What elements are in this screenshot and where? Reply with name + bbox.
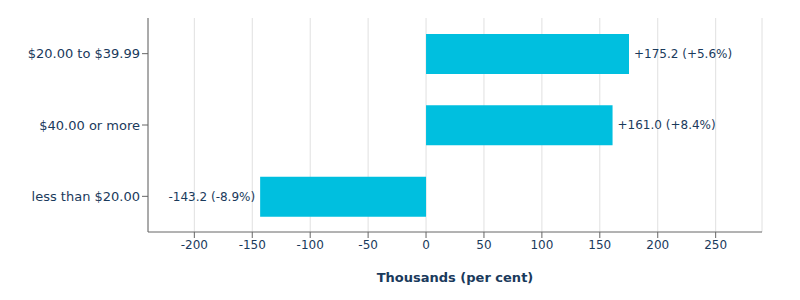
- svg-text:-100: -100: [297, 238, 324, 252]
- svg-text:-50: -50: [358, 238, 378, 252]
- svg-text:+161.0 (+8.4%): +161.0 (+8.4%): [618, 118, 716, 132]
- svg-text:$40.00 or more: $40.00 or more: [39, 118, 140, 133]
- svg-text:-143.2 (-8.9%): -143.2 (-8.9%): [168, 190, 255, 204]
- svg-text:250: 250: [704, 238, 727, 252]
- svg-text:0: 0: [422, 238, 430, 252]
- svg-text:-200: -200: [181, 238, 208, 252]
- svg-text:less than $20.00: less than $20.00: [32, 189, 140, 204]
- svg-text:150: 150: [588, 238, 611, 252]
- svg-text:Thousands (per cent): Thousands (per cent): [377, 270, 534, 285]
- svg-text:+175.2 (+5.6%): +175.2 (+5.6%): [634, 47, 732, 61]
- svg-text:50: 50: [476, 238, 491, 252]
- svg-text:-150: -150: [239, 238, 266, 252]
- svg-text:$20.00 to $39.99: $20.00 to $39.99: [28, 46, 140, 61]
- svg-text:100: 100: [530, 238, 553, 252]
- svg-text:200: 200: [646, 238, 669, 252]
